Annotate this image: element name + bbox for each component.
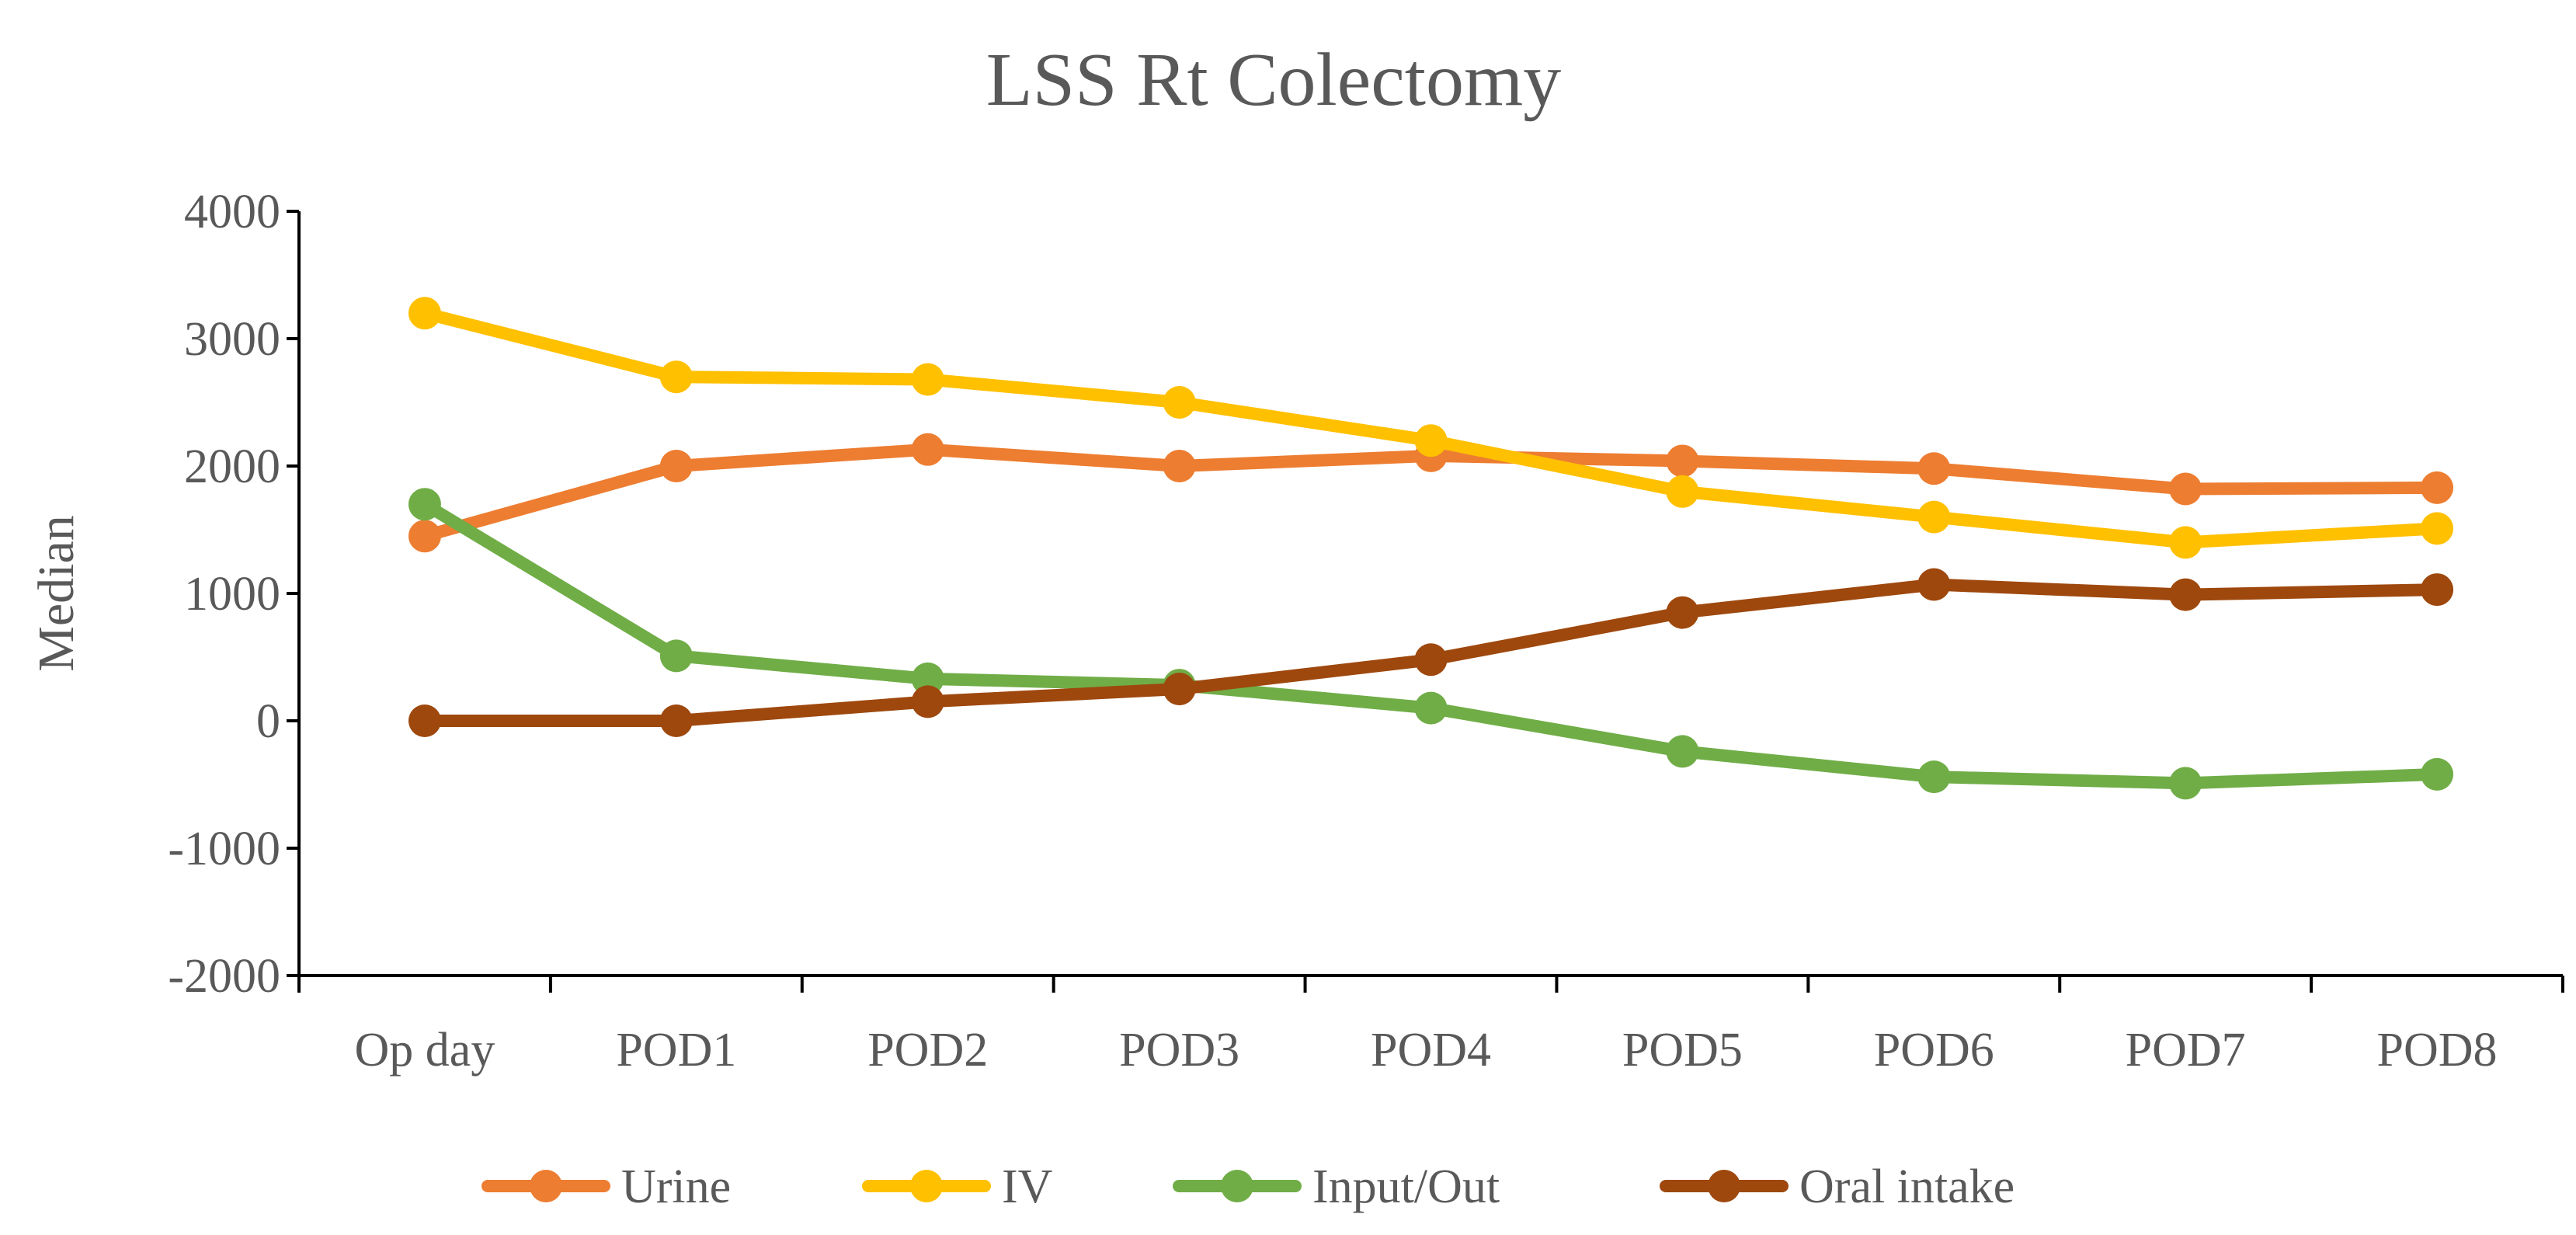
data-point	[2421, 512, 2454, 545]
x-tick-label: POD6	[1874, 1024, 1994, 1077]
x-tick-label: Op day	[355, 1024, 495, 1077]
data-point	[408, 488, 441, 521]
data-point	[2169, 767, 2202, 800]
data-point	[1917, 568, 1951, 601]
data-point	[2421, 757, 2454, 791]
x-tick-label: POD4	[1371, 1024, 1491, 1077]
data-point	[911, 685, 944, 718]
data-point	[2169, 472, 2202, 506]
legend-label: Urine	[621, 1160, 731, 1213]
legend-item: IV	[862, 1160, 1053, 1213]
axes: 4000 3000 2000 1000 0 -1000 -2000 Op day POD1 POD…	[168, 186, 2564, 1077]
legend-swatch-marker	[1708, 1170, 1740, 1202]
series-input-out	[408, 488, 2454, 800]
y-tick-label: 4000	[184, 186, 280, 238]
data-point	[2169, 526, 2202, 559]
data-point	[2169, 578, 2202, 611]
data-point	[1917, 500, 1951, 534]
data-point	[659, 450, 693, 482]
data-point	[1666, 444, 1699, 478]
x-tick-label: POD5	[1622, 1024, 1743, 1077]
data-point	[2421, 573, 2454, 607]
data-point	[1917, 760, 1951, 794]
data-point	[1414, 424, 1448, 457]
data-point	[659, 639, 693, 673]
legend-label: IV	[1002, 1160, 1053, 1213]
x-tick-label: POD1	[616, 1024, 736, 1077]
legend-swatch-marker	[910, 1170, 943, 1202]
data-point	[1666, 735, 1699, 768]
legend: Urine IV Input/Out Oral intake	[481, 1160, 2015, 1213]
y-tick-label: 1000	[184, 568, 280, 621]
data-point	[911, 662, 944, 695]
x-tick-label: POD7	[2126, 1024, 2246, 1077]
data-point	[2421, 471, 2454, 504]
series-oral-intake	[408, 568, 2454, 737]
legend-swatch-marker	[1221, 1170, 1253, 1202]
data-point	[659, 704, 693, 737]
legend-item: Oral intake	[1660, 1160, 2015, 1213]
data-point	[911, 433, 944, 466]
data-point	[1414, 643, 1448, 677]
data-point	[1163, 673, 1196, 705]
data-point	[1414, 691, 1448, 725]
data-point	[911, 363, 944, 396]
y-tick-label: 0	[256, 695, 280, 748]
y-axis-title: Median	[28, 515, 85, 672]
data-point	[1163, 450, 1196, 482]
data-point	[1163, 386, 1196, 419]
series-layer	[408, 297, 2454, 800]
data-point	[1666, 596, 1699, 629]
legend-label: Oral intake	[1799, 1160, 2015, 1213]
y-tick-label: -2000	[168, 950, 280, 1003]
y-tick-label: 3000	[184, 313, 280, 366]
legend-item: Input/Out	[1173, 1160, 1500, 1213]
x-tick-label: POD8	[2377, 1024, 2498, 1077]
x-tick-label: POD2	[867, 1024, 988, 1077]
data-point	[408, 297, 441, 330]
x-tick-label: POD3	[1119, 1024, 1239, 1077]
legend-label: Input/Out	[1312, 1160, 1500, 1213]
legend-item: Urine	[481, 1160, 731, 1213]
series-iv	[408, 297, 2454, 559]
data-point	[1917, 452, 1951, 485]
y-tick-label: -1000	[168, 823, 280, 875]
legend-swatch-marker	[530, 1170, 562, 1202]
chart-title: LSS Rt Colectomy	[986, 38, 1562, 122]
data-point	[408, 520, 441, 553]
data-point	[659, 360, 693, 394]
y-tick-label: 2000	[184, 440, 280, 493]
data-point	[408, 704, 441, 737]
data-point	[1666, 475, 1699, 508]
